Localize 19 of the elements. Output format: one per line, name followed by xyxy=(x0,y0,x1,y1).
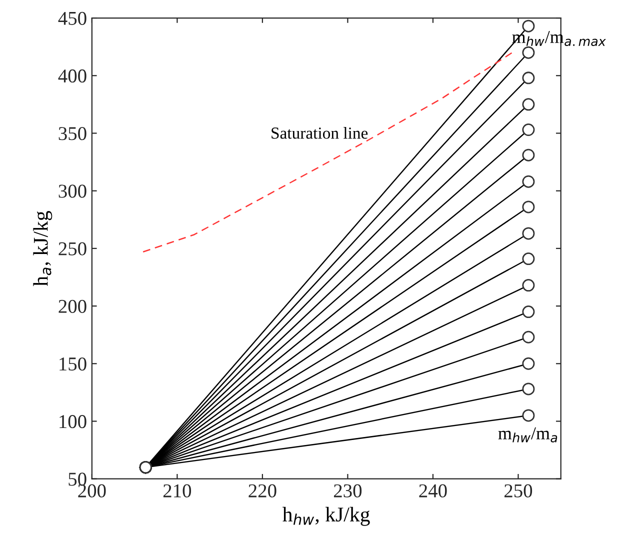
y-tick-label: 350 xyxy=(58,127,86,140)
y-axis-title: h$_{a}$, kJ/kg xyxy=(33,211,52,286)
y-tick-label: 200 xyxy=(58,300,86,313)
x-tick-label: 240 xyxy=(419,484,447,498)
y-tick-label: 450 xyxy=(58,12,86,25)
x-tick-label: 210 xyxy=(163,484,192,498)
x-tick-label: 200 xyxy=(78,484,106,498)
x-tick-label: 230 xyxy=(334,484,362,498)
x-tick-label: 220 xyxy=(248,484,276,498)
y-tick-label: 50 xyxy=(68,472,86,486)
y-tick-label: 100 xyxy=(60,415,86,428)
y-tick-label: 250 xyxy=(58,242,86,256)
y-tick-label: 300 xyxy=(58,184,86,198)
series-label: Saturation line xyxy=(272,127,368,139)
y-tick-label: 400 xyxy=(58,69,86,83)
x-axis-title: h$_{hw}$, kJ/kg xyxy=(282,506,370,526)
x-tick-label: 250 xyxy=(504,484,532,498)
y-tick-label: 150 xyxy=(60,357,86,371)
annotation: m$_{hw}$/m$_{a}$ xyxy=(498,427,558,442)
